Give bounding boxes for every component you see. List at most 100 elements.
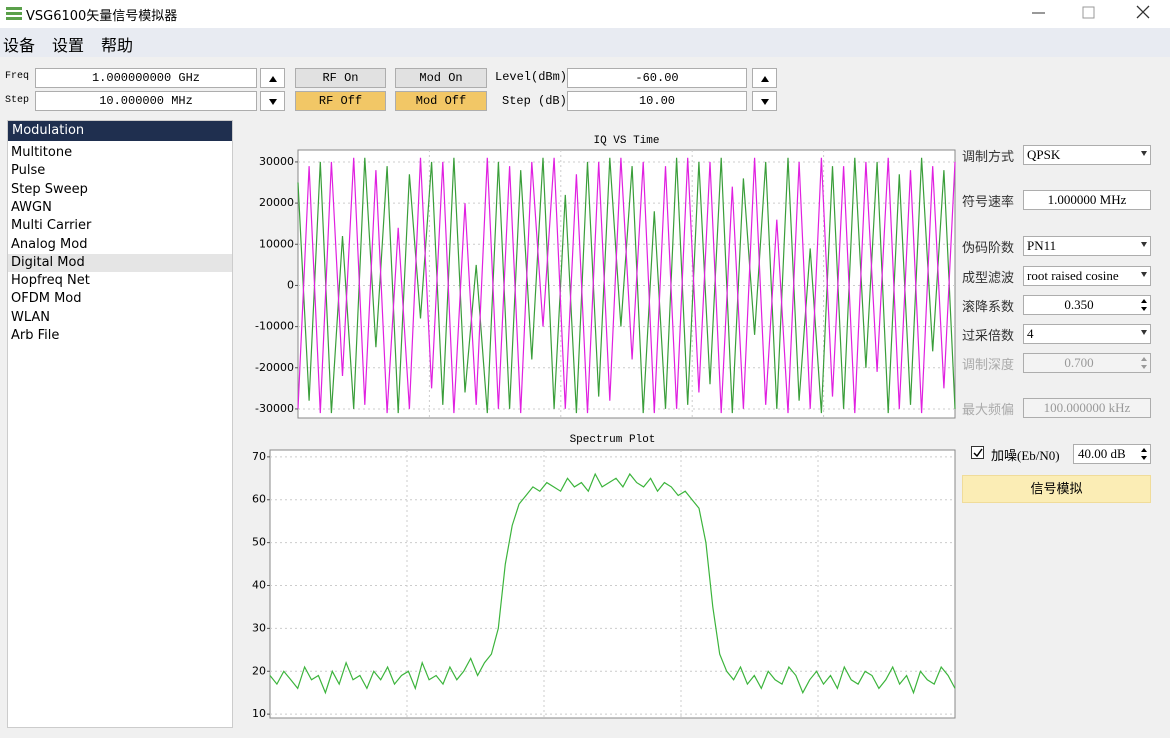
- app-icon: [6, 7, 22, 20]
- y-tick-label: 60: [252, 493, 266, 506]
- level-label: Level(dBm): [495, 70, 568, 84]
- y-tick-label: 30: [252, 621, 266, 634]
- modulation-header: Modulation: [8, 121, 232, 141]
- check-mark: [973, 448, 983, 458]
- level-up[interactable]: [752, 68, 777, 88]
- spin-up: [1141, 357, 1147, 361]
- y-tick-label: 30000: [259, 155, 294, 168]
- setting-spin[interactable]: 0.350: [1023, 295, 1151, 315]
- setting-spin: 0.700: [1023, 353, 1151, 373]
- y-tick-label: 10: [252, 707, 266, 720]
- freq-up[interactable]: [260, 68, 285, 88]
- settings-panel: 调制方式 QPSK 符号速率 1.000000 MHz 伪码阶数 PN11 成型滤波 root…: [955, 130, 1170, 520]
- y-tick-label: 50: [252, 536, 266, 549]
- y-tick-label: 0: [287, 278, 294, 291]
- freq-down[interactable]: [260, 91, 285, 111]
- setting-combo[interactable]: PN11: [1023, 236, 1151, 256]
- setting-input: 100.000000 kHz: [1023, 398, 1151, 418]
- combo-arrow: [1141, 151, 1147, 156]
- level-step-label: Step (dB): [502, 94, 567, 108]
- menu-item[interactable]: 设置: [52, 36, 85, 55]
- setting-input[interactable]: 1.000000 MHz: [1023, 190, 1151, 210]
- y-tick-label: -20000: [255, 361, 294, 374]
- setting-label: 调制深度: [962, 357, 1015, 372]
- noise-value: 40.00 dB: [1078, 446, 1126, 461]
- spin-down: [1141, 456, 1147, 460]
- setting-value: 0.350: [1064, 297, 1094, 312]
- modulation-item[interactable]: WLAN: [11, 309, 51, 325]
- series-line: [297, 157, 956, 414]
- window-title: VSG6100矢量信号模拟器: [26, 9, 178, 24]
- menu-bar: 设备 设置 帮助: [0, 28, 1170, 57]
- modulation-item[interactable]: Pulse: [11, 163, 46, 179]
- modulation-panel: Modulation Multitone Pulse Step Sweep AWGN M…: [7, 120, 233, 728]
- setting-value: 4: [1027, 326, 1034, 341]
- chart-title: IQ VS Time: [593, 135, 659, 147]
- rf-off-button[interactable]: RF Off: [295, 91, 386, 111]
- setting-label: 成型滤波: [962, 270, 1015, 285]
- modulation-item[interactable]: Analog Mod: [11, 236, 88, 252]
- setting-label: 过采倍数: [962, 328, 1015, 343]
- setting-value: PN11: [1027, 238, 1057, 253]
- combo-arrow: [1141, 242, 1147, 247]
- menu-item[interactable]: 帮助: [101, 36, 134, 55]
- setting-value: 100.000000 kHz: [1043, 400, 1131, 415]
- chart-title: Spectrum Plot: [570, 434, 656, 446]
- modulation-item[interactable]: Multi Carrier: [11, 218, 92, 234]
- series-line: [297, 157, 956, 414]
- modulation-item[interactable]: Digital Mod: [8, 253, 232, 272]
- y-tick-label: -30000: [255, 402, 294, 415]
- modulation-item[interactable]: Step Sweep: [11, 181, 88, 197]
- modulation-item[interactable]: Arb File: [11, 328, 60, 343]
- setting-label: 最大频偏: [962, 402, 1015, 417]
- combo-arrow: [1141, 330, 1147, 335]
- plot-area: [269, 449, 956, 719]
- rf-on-button[interactable]: RF On: [295, 68, 386, 88]
- modulation-item[interactable]: Multitone: [11, 145, 73, 160]
- mod-on-button[interactable]: Mod On: [395, 68, 487, 88]
- setting-combo[interactable]: 4: [1023, 324, 1151, 344]
- setting-label: 滚降系数: [962, 299, 1015, 314]
- spin-up[interactable]: [1141, 299, 1147, 303]
- combo-arrow: [1141, 272, 1147, 277]
- series-line: [269, 472, 956, 695]
- level-down[interactable]: [752, 91, 777, 111]
- setting-value: QPSK: [1027, 147, 1061, 162]
- y-tick-label: -10000: [255, 320, 294, 333]
- setting-value: root raised cosine: [1027, 268, 1119, 283]
- level-input[interactable]: -60.00: [567, 68, 747, 88]
- menu-item[interactable]: 设备: [3, 36, 36, 55]
- setting-combo[interactable]: root raised cosine: [1023, 266, 1151, 286]
- freq-input[interactable]: 1.000000000 GHz: [35, 68, 257, 88]
- spin-up: [1141, 448, 1147, 452]
- noise-spin[interactable]: 40.00 dB: [1073, 444, 1151, 464]
- setting-label: 伪码阶数: [962, 240, 1015, 255]
- setting-combo[interactable]: QPSK: [1023, 145, 1151, 165]
- level-step-input[interactable]: 10.00: [567, 91, 747, 111]
- y-tick-label: 20: [252, 664, 266, 677]
- title-bar: VSG6100矢量信号模拟器: [0, 0, 1170, 28]
- setting-value: 1.000000 MHz: [1047, 192, 1127, 207]
- setting-value: 0.700: [1064, 355, 1094, 370]
- noise-label: 加噪(Eb/N0): [991, 448, 1060, 463]
- modulation-item[interactable]: OFDM Mod: [11, 291, 82, 307]
- spin-down: [1141, 365, 1147, 369]
- chart-area: IQ VS Time -30000 -20000 -10000 0 10000 20000 3…: [252, 135, 956, 720]
- freq-label: Freq: [5, 71, 30, 82]
- y-tick-label: 20000: [259, 196, 294, 209]
- y-tick-label: 40: [252, 579, 266, 592]
- y-tick-label: 70: [252, 450, 266, 463]
- setting-label: 调制方式: [962, 149, 1015, 164]
- step-label: Step: [5, 95, 30, 106]
- y-tick-label: 10000: [259, 237, 294, 250]
- setting-label: 符号速率: [962, 194, 1015, 209]
- mod-off-button[interactable]: Mod Off: [395, 91, 487, 111]
- modulation-item[interactable]: AWGN: [11, 199, 52, 215]
- modulation-item[interactable]: Hopfreq Net: [11, 273, 90, 289]
- noise-checkbox[interactable]: [971, 446, 984, 459]
- step-input[interactable]: 10.000000 MHz: [35, 91, 257, 111]
- window-controls[interactable]: [1020, 0, 1170, 28]
- simulate-button[interactable]: 信号模拟: [962, 475, 1151, 503]
- spin-down[interactable]: [1141, 307, 1147, 311]
